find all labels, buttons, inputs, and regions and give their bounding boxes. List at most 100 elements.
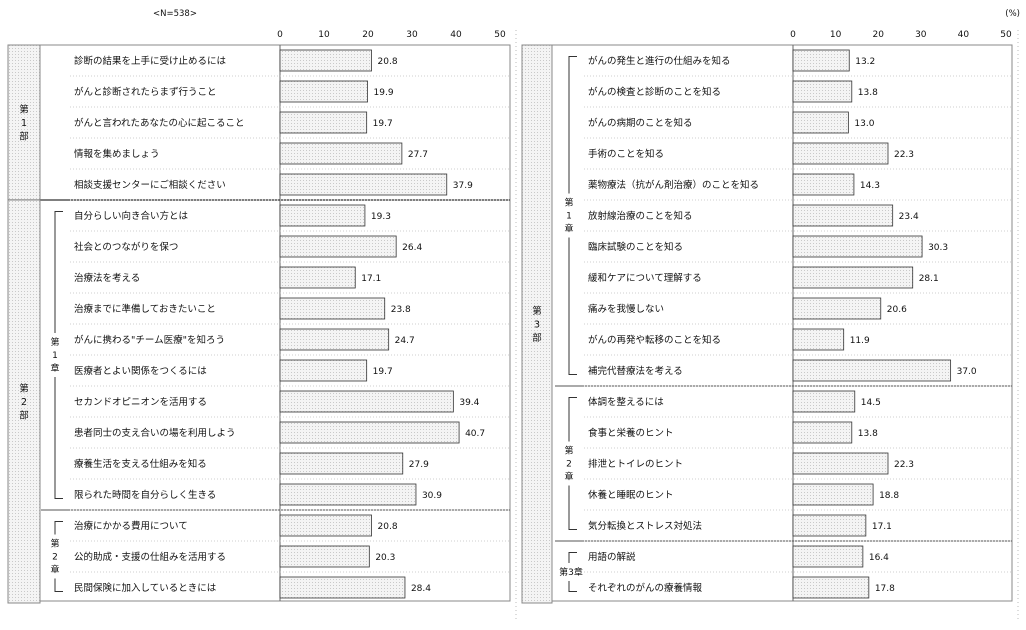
value-label: 11.9 — [850, 336, 870, 346]
x-tick-label: 30 — [406, 30, 418, 40]
chapter-label: 第3章 — [559, 566, 583, 578]
bar — [279, 297, 386, 320]
bar — [792, 452, 889, 475]
value-label: 37.9 — [453, 181, 473, 191]
value-label: 20.3 — [375, 553, 395, 563]
bar — [279, 49, 372, 72]
bar — [792, 80, 853, 103]
category-label: がんの発生と進行の仕組みを知る — [588, 55, 731, 67]
category-label: 休養と睡眠のヒント — [588, 489, 674, 501]
category-label: それぞれのがんの療養情報 — [588, 582, 703, 594]
value-label: 30.9 — [422, 491, 442, 501]
value-label: 37.0 — [957, 367, 977, 377]
bar — [792, 266, 914, 289]
value-label: 20.8 — [378, 522, 398, 532]
x-tick-label: 40 — [958, 30, 970, 40]
category-label: 社会とのつながりを保つ — [74, 241, 178, 253]
value-label: 19.7 — [373, 119, 393, 129]
value-label: 19.3 — [371, 212, 391, 222]
value-label: 28.4 — [411, 584, 431, 594]
bar — [792, 204, 894, 227]
chapter-bracket-bottom — [54, 578, 63, 592]
chapter-bracket-bottom — [568, 581, 577, 592]
unit-label: (%) — [1005, 9, 1020, 19]
x-tick-label: 20 — [362, 30, 374, 40]
category-label: 治療までに準備しておきたいこと — [74, 303, 216, 315]
x-tick-label: 50 — [494, 30, 506, 40]
category-label: 体調を整えるには — [588, 396, 664, 408]
category-label: 手術のことを知る — [588, 148, 664, 160]
value-label: 17.1 — [361, 274, 381, 284]
category-label: がんと言われたあなたの心に起こること — [74, 117, 245, 129]
value-label: 27.7 — [408, 150, 428, 160]
bar — [279, 545, 370, 568]
category-label: 限られた時間を自分らしく生きる — [74, 489, 216, 501]
x-tick-label: 40 — [450, 30, 462, 40]
bar — [279, 452, 404, 475]
x-tick-label: 10 — [830, 30, 842, 40]
category-label: がんの検査と診断のことを知る — [588, 86, 721, 98]
bar — [279, 111, 368, 134]
value-label: 28.1 — [919, 274, 939, 284]
bar — [792, 576, 870, 599]
category-label: 医療者とよい関係をつくるには — [74, 365, 207, 377]
bar — [279, 421, 460, 444]
value-label: 26.4 — [402, 243, 422, 253]
bar — [279, 359, 368, 382]
value-label: 14.3 — [860, 181, 880, 191]
value-label: 23.8 — [391, 305, 411, 315]
category-label: 相談支援センターにご相談ください — [74, 179, 226, 191]
category-label: 補完代替療法を考える — [588, 365, 683, 377]
category-label: 情報を集めましょう — [74, 148, 160, 160]
category-label: 薬物療法（抗がん剤治療）のことを知る — [588, 179, 759, 191]
bar — [792, 173, 855, 196]
value-label: 20.8 — [378, 57, 398, 67]
category-label: がんに携わる"チーム医療"を知ろう — [74, 334, 225, 346]
chapter-bracket-bottom — [54, 377, 63, 499]
bar — [792, 49, 850, 72]
category-label: 用語の解説 — [588, 551, 636, 563]
bar — [279, 514, 372, 537]
category-label: 治療法を考える — [74, 272, 140, 284]
x-tick-label: 50 — [1000, 30, 1012, 40]
bar — [792, 111, 849, 134]
bar — [279, 142, 403, 165]
x-tick-label: 20 — [872, 30, 884, 40]
value-label: 14.5 — [861, 398, 881, 408]
category-label: 気分転換とストレス対処法 — [588, 520, 702, 532]
bar — [279, 328, 390, 351]
value-label: 13.2 — [855, 57, 875, 67]
value-label: 13.8 — [858, 88, 878, 98]
bar — [792, 390, 856, 413]
value-label: 20.6 — [887, 305, 907, 315]
bar — [792, 142, 889, 165]
category-label: 治療にかかる費用について — [74, 520, 188, 532]
bar — [279, 576, 406, 599]
bar — [792, 483, 874, 506]
value-label: 27.9 — [409, 460, 429, 470]
x-tick-label: 0 — [277, 30, 283, 40]
chapter-bracket-top — [568, 552, 577, 563]
x-tick-label: 0 — [790, 30, 796, 40]
category-label: 食事と栄養のヒント — [588, 427, 674, 439]
category-label: 緩和ケアについて理解する — [588, 272, 702, 284]
category-label: がんと診断されたらまず行うこと — [74, 86, 217, 98]
bar — [792, 545, 864, 568]
category-label: 診断の結果を上手に受け止めるには — [74, 55, 227, 67]
value-label: 19.7 — [373, 367, 393, 377]
category-label: 排泄とトイレのヒント — [588, 458, 683, 470]
bar — [279, 266, 356, 289]
part-cell — [7, 44, 41, 201]
value-label: 17.8 — [875, 584, 895, 594]
value-label: 18.8 — [879, 491, 899, 501]
value-label: 22.3 — [894, 460, 914, 470]
category-label: 民間保険に加入しているときには — [74, 582, 217, 594]
bar — [792, 235, 923, 258]
chapter-bracket-top — [568, 56, 577, 194]
